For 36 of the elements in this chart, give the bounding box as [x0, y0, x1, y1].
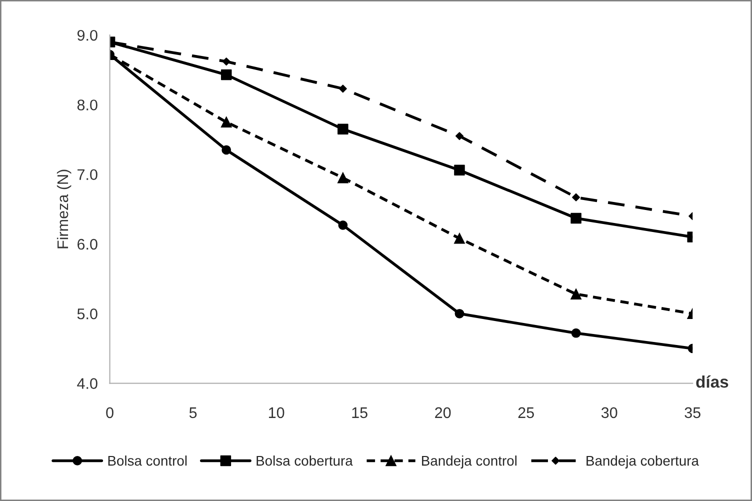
point: [571, 328, 581, 338]
point: [222, 145, 232, 155]
point: [338, 84, 347, 93]
y-tick-label: 8.0: [77, 100, 98, 110]
x-tick-label: 30: [601, 407, 618, 418]
legend-label: Bolsa cobertura: [256, 456, 353, 466]
point: [570, 212, 582, 224]
x-tick-label: 0: [106, 407, 114, 418]
point: [572, 193, 580, 202]
point: [338, 220, 348, 230]
legend-label: Bandeja cobertura: [586, 456, 699, 468]
x-tick-label: 10: [268, 407, 284, 418]
point: [454, 308, 464, 318]
y-tick-label: 6.0: [78, 238, 98, 250]
point: [220, 69, 232, 80]
x-tick-label: 35: [684, 407, 700, 418]
y-tick-label: 9.0: [77, 30, 98, 41]
x-tick-label: 25: [518, 407, 534, 418]
x-tick-label: 15: [352, 407, 368, 418]
x-axis-title: días: [696, 375, 728, 388]
x-tick-label: 20: [435, 407, 451, 418]
point: [455, 132, 464, 140]
legend-label: Bolsa control: [108, 456, 187, 466]
point: [454, 233, 465, 244]
y-tick-label: 7.0: [78, 169, 98, 180]
y-tick-label: 5.0: [77, 308, 98, 320]
point: [222, 58, 230, 66]
point: [338, 172, 348, 184]
point: [454, 164, 465, 176]
y-tick-label: 4.0: [77, 378, 98, 389]
y-axis-title: Firmeza (N): [56, 170, 72, 248]
point: [220, 116, 232, 128]
point: [570, 288, 582, 300]
point: [338, 124, 348, 134]
legend-label: Bandeja control: [422, 456, 516, 468]
x-tick-label: 5: [189, 407, 197, 418]
